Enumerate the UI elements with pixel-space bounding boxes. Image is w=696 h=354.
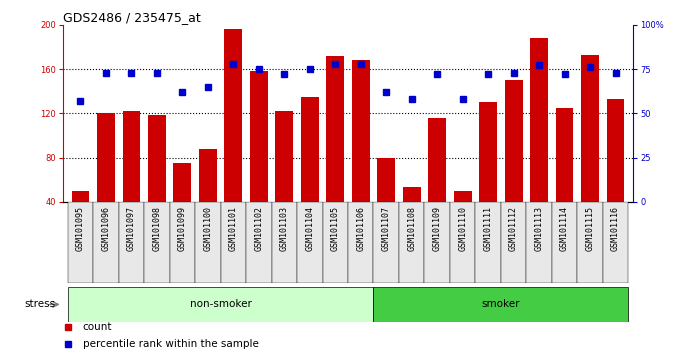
Text: GSM101114: GSM101114 (560, 206, 569, 251)
Text: GSM101097: GSM101097 (127, 206, 136, 251)
Bar (301, 97, 319, 202)
Text: GSM101099: GSM101099 (178, 206, 187, 251)
Text: stress: stress (24, 299, 56, 309)
Text: GSM101111: GSM101111 (484, 206, 493, 251)
Text: GSM101115: GSM101115 (585, 206, 594, 251)
Text: non-smoker: non-smoker (190, 299, 251, 309)
Bar (72, 191, 89, 202)
Bar (170, 202, 195, 283)
Bar (322, 202, 348, 283)
Bar (603, 202, 628, 283)
Bar (425, 202, 450, 283)
Bar (326, 56, 345, 202)
Bar (224, 29, 242, 202)
Bar (428, 118, 446, 202)
Bar (530, 38, 548, 202)
Bar (271, 202, 297, 283)
Text: GSM101105: GSM101105 (331, 206, 340, 251)
Text: GSM101104: GSM101104 (306, 206, 315, 251)
Bar (246, 202, 271, 283)
Bar (399, 202, 425, 283)
Bar (581, 55, 599, 202)
Text: GSM101098: GSM101098 (152, 206, 161, 251)
Bar (501, 202, 526, 283)
Text: GSM101106: GSM101106 (356, 206, 365, 251)
Text: GSM101100: GSM101100 (203, 206, 212, 251)
Bar (195, 202, 221, 283)
Bar (148, 115, 166, 202)
Bar (475, 202, 501, 283)
Text: GSM101113: GSM101113 (535, 206, 544, 251)
Bar (119, 202, 144, 283)
Bar (607, 99, 624, 202)
Text: GSM101116: GSM101116 (611, 206, 620, 251)
Bar (555, 108, 574, 202)
Bar (97, 113, 115, 202)
Bar (403, 187, 420, 202)
Bar (505, 80, 523, 202)
Bar (144, 202, 170, 283)
Bar (173, 163, 191, 202)
Text: GDS2486 / 235475_at: GDS2486 / 235475_at (63, 11, 200, 24)
Bar (68, 202, 93, 283)
Bar (374, 287, 628, 322)
Text: GSM101095: GSM101095 (76, 206, 85, 251)
Bar (577, 202, 603, 283)
Bar (199, 149, 216, 202)
Text: GSM101103: GSM101103 (280, 206, 289, 251)
Bar (68, 287, 374, 322)
Bar (374, 202, 399, 283)
Bar (480, 102, 497, 202)
Text: GSM101096: GSM101096 (102, 206, 111, 251)
Text: percentile rank within the sample: percentile rank within the sample (83, 339, 258, 349)
Bar (526, 202, 552, 283)
Bar (351, 60, 370, 202)
Bar (552, 202, 577, 283)
Bar (297, 202, 322, 283)
Text: GSM101102: GSM101102 (254, 206, 263, 251)
Bar (122, 111, 141, 202)
Bar (93, 202, 119, 283)
Bar (250, 71, 268, 202)
Bar (454, 191, 472, 202)
Text: GSM101107: GSM101107 (381, 206, 390, 251)
Text: smoker: smoker (482, 299, 520, 309)
Text: GSM101112: GSM101112 (509, 206, 518, 251)
Text: count: count (83, 321, 112, 332)
Text: GSM101110: GSM101110 (458, 206, 467, 251)
Bar (221, 202, 246, 283)
Text: GSM101109: GSM101109 (433, 206, 442, 251)
Text: GSM101101: GSM101101 (229, 206, 238, 251)
Bar (348, 202, 374, 283)
Text: GSM101108: GSM101108 (407, 206, 416, 251)
Bar (377, 158, 395, 202)
Bar (450, 202, 475, 283)
Bar (276, 111, 293, 202)
